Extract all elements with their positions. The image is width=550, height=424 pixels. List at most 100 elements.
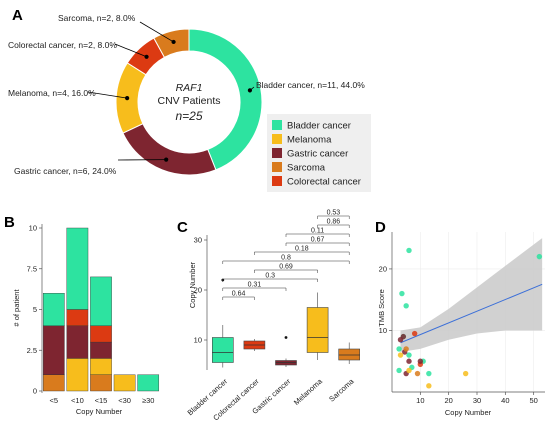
bar-segment	[66, 227, 89, 310]
bar-x-tick-label: ≥30	[142, 396, 154, 405]
box-body	[338, 348, 361, 361]
box-comparison-pvalue: 0.18	[295, 246, 309, 253]
scatter-point	[397, 336, 404, 343]
scatter-plot: TMB Score Copy Number 10 20 30 40 50 10 20	[377, 232, 545, 417]
scatter-point	[426, 383, 432, 389]
box-comparison-pvalue: 0.67	[311, 237, 325, 244]
legend-entry: Colorectal cancer	[287, 177, 361, 188]
box-comparison-pvalue: 0.86	[327, 219, 341, 226]
legend-swatch	[272, 120, 282, 130]
donut-leader-dot	[125, 96, 130, 101]
donut-leader-dot	[171, 39, 176, 45]
bar-y-tick-label: 2.5	[27, 346, 37, 355]
scatter-confidence-band	[400, 238, 543, 352]
panel-label-b: B	[4, 214, 15, 231]
scatter-point	[403, 303, 409, 309]
scatter-fit-line	[400, 283, 543, 344]
box-comparison-pvalue: 0.53	[327, 210, 341, 217]
stacked-bar-chart: # of patient Copy Number 0 2.5 5 7.5 10 <5 <10…	[12, 224, 160, 416]
donut-annotation-label: Colorectal cancer, n=2, 8.0%	[8, 40, 117, 50]
legend-entry: Melanoma	[287, 135, 332, 146]
box-body	[212, 337, 234, 363]
box-comparison-bracket	[222, 278, 318, 282]
scatter-point	[403, 346, 409, 352]
box-comparison-pvalue: 0.3	[265, 273, 275, 280]
scatter-y-axis-label: TMB Score	[377, 289, 386, 327]
donut-leader-line	[139, 21, 174, 43]
box-y-tick-label: 10	[194, 336, 202, 345]
scatter-point	[536, 253, 543, 260]
bar-segment	[90, 325, 112, 343]
donut-leader-line	[87, 91, 128, 99]
bar-y-tick-label: 0	[33, 387, 37, 396]
bar-segment	[90, 374, 112, 392]
box-comparison-pvalue: 0.11	[311, 228, 324, 235]
bar-segment	[66, 309, 89, 326]
box-comparison-bracket	[222, 287, 287, 291]
box-outlier	[284, 336, 288, 339]
bar-segment	[42, 325, 65, 375]
box-comparison-pvalue: 0.8	[281, 255, 291, 262]
bar-segment	[90, 358, 112, 375]
scatter-point	[426, 370, 432, 377]
legend-swatch	[272, 176, 282, 186]
box-y-axis-label: Copy Number	[188, 261, 197, 308]
scatter-point	[414, 370, 421, 377]
box-comparison-bracket	[254, 251, 350, 255]
scatter-x-tick-label: 40	[501, 396, 509, 405]
box-x-tick-label: Sarcoma	[327, 376, 356, 403]
scatter-y-tick-label: 20	[379, 264, 387, 273]
donut-center-total: n=25	[175, 109, 202, 123]
bar-y-tick-label: 7.5	[27, 264, 37, 273]
box-comparison-pvalue: 0.69	[279, 264, 293, 271]
donut-annotation-label: Gastric cancer, n=6, 24.0%	[14, 166, 117, 176]
bar-x-axis-label: Copy Number	[76, 407, 123, 416]
bar-segment	[137, 374, 160, 392]
donut-slice-bladder-cancer	[188, 28, 263, 171]
bar-segment	[90, 276, 112, 326]
scatter-point	[406, 352, 412, 358]
scatter-y-tick-label: 10	[379, 326, 387, 335]
scatter-point	[397, 352, 404, 358]
donut-annotation-label: Sarcoma, n=2, 8.0%	[58, 13, 136, 23]
box-body	[306, 307, 329, 353]
scatter-point	[396, 367, 402, 374]
donut-leader-dot	[144, 54, 149, 59]
donut-chart: RAF1 CNV Patients n=25 Bladder cancer, n…	[8, 13, 371, 192]
bar-segment	[66, 358, 89, 392]
box-comparison-bracket	[317, 224, 350, 228]
box-comparison-pvalue: 0.31	[248, 282, 262, 289]
box-comparison-bracket	[285, 242, 350, 246]
donut-center-gene: RAF1	[176, 82, 203, 94]
box-comparison-bracket	[317, 215, 350, 219]
scatter-point	[406, 247, 412, 254]
bar-x-tick-label: <10	[71, 396, 84, 405]
donut-slices	[115, 28, 263, 176]
panel-label-c: C	[177, 219, 188, 236]
bar-x-tick-label: <30	[118, 396, 131, 405]
bar-y-axis-label: # of patient	[12, 289, 21, 327]
box-comparison-bracket	[222, 260, 350, 264]
legend-entry: Sarcoma	[287, 163, 326, 174]
legend-swatch	[272, 134, 282, 144]
box-x-tick-label: Melanoma	[292, 376, 325, 407]
donut-leader-dot	[164, 157, 169, 162]
bar-y-tick-label: 5	[33, 305, 37, 314]
legend-entry: Gastric cancer	[287, 149, 348, 160]
scatter-x-axis-label: Copy Number	[445, 408, 492, 417]
bar-segment	[90, 341, 112, 359]
box-comparison-bracket	[254, 269, 318, 273]
box-comparison-pvalue: 0.64	[232, 291, 246, 298]
legend-box	[267, 114, 371, 192]
donut-annotation-label: Bladder cancer, n=11, 44.0%	[256, 80, 365, 90]
bar-segment	[113, 374, 136, 392]
scatter-x-tick-label: 20	[444, 396, 452, 405]
legend-entry: Bladder cancer	[287, 121, 351, 132]
legend-swatch	[272, 162, 282, 172]
box-y-tick-label: 20	[194, 286, 202, 295]
bar-x-tick-label: <5	[50, 396, 59, 405]
bar-segment	[42, 374, 65, 392]
scatter-point	[406, 367, 412, 374]
